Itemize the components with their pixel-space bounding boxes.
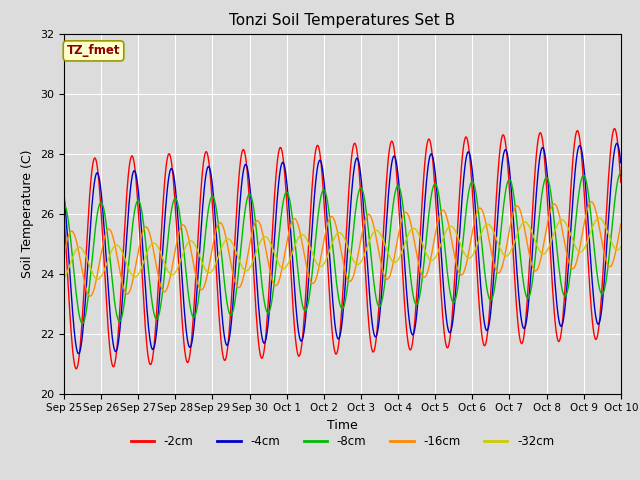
-4cm: [214, 258, 222, 264]
-16cm: [128, 280, 136, 286]
-2cm: [185, 358, 193, 364]
-2cm: [72, 366, 80, 372]
-32cm: [185, 239, 193, 245]
-4cm: [75, 351, 83, 357]
-4cm: [617, 160, 625, 166]
-2cm: [411, 318, 419, 324]
-4cm: [411, 326, 419, 332]
-16cm: [588, 199, 595, 204]
-8cm: [411, 300, 419, 305]
-8cm: [185, 294, 193, 300]
-8cm: [617, 170, 625, 176]
-4cm: [185, 343, 193, 348]
-8cm: [79, 321, 86, 326]
-32cm: [60, 276, 68, 282]
Legend: -2cm, -4cm, -8cm, -16cm, -32cm: -2cm, -4cm, -8cm, -16cm, -32cm: [126, 430, 559, 453]
-32cm: [94, 276, 102, 282]
Line: -8cm: -8cm: [64, 173, 621, 324]
-16cm: [428, 254, 435, 260]
-4cm: [613, 141, 621, 146]
Text: TZ_fmet: TZ_fmet: [67, 44, 120, 58]
-32cm: [411, 226, 419, 231]
-8cm: [60, 202, 68, 207]
-16cm: [86, 293, 94, 299]
-16cm: [185, 236, 193, 241]
-16cm: [411, 241, 419, 247]
-2cm: [617, 180, 625, 185]
Line: -16cm: -16cm: [64, 202, 621, 296]
X-axis label: Time: Time: [327, 419, 358, 432]
-32cm: [70, 251, 78, 257]
-32cm: [617, 244, 625, 250]
Line: -2cm: -2cm: [64, 129, 621, 369]
-2cm: [428, 143, 435, 149]
-8cm: [214, 219, 222, 225]
-2cm: [128, 153, 136, 159]
-16cm: [70, 231, 78, 237]
-4cm: [128, 173, 136, 179]
-2cm: [70, 359, 78, 365]
-2cm: [60, 211, 68, 217]
-4cm: [428, 151, 435, 157]
-32cm: [428, 257, 435, 263]
Line: -32cm: -32cm: [64, 218, 621, 279]
-16cm: [617, 221, 625, 227]
Title: Tonzi Soil Temperatures Set B: Tonzi Soil Temperatures Set B: [229, 13, 456, 28]
-8cm: [428, 194, 435, 200]
-32cm: [214, 254, 222, 260]
-32cm: [128, 273, 136, 278]
-16cm: [60, 252, 68, 258]
-2cm: [611, 126, 618, 132]
-16cm: [214, 222, 222, 228]
-2cm: [214, 299, 222, 304]
Y-axis label: Soil Temperature (C): Soil Temperature (C): [22, 149, 35, 278]
-8cm: [70, 270, 78, 276]
-4cm: [70, 326, 78, 332]
-4cm: [60, 192, 68, 197]
Line: -4cm: -4cm: [64, 144, 621, 354]
-32cm: [595, 215, 603, 221]
-8cm: [128, 226, 136, 232]
